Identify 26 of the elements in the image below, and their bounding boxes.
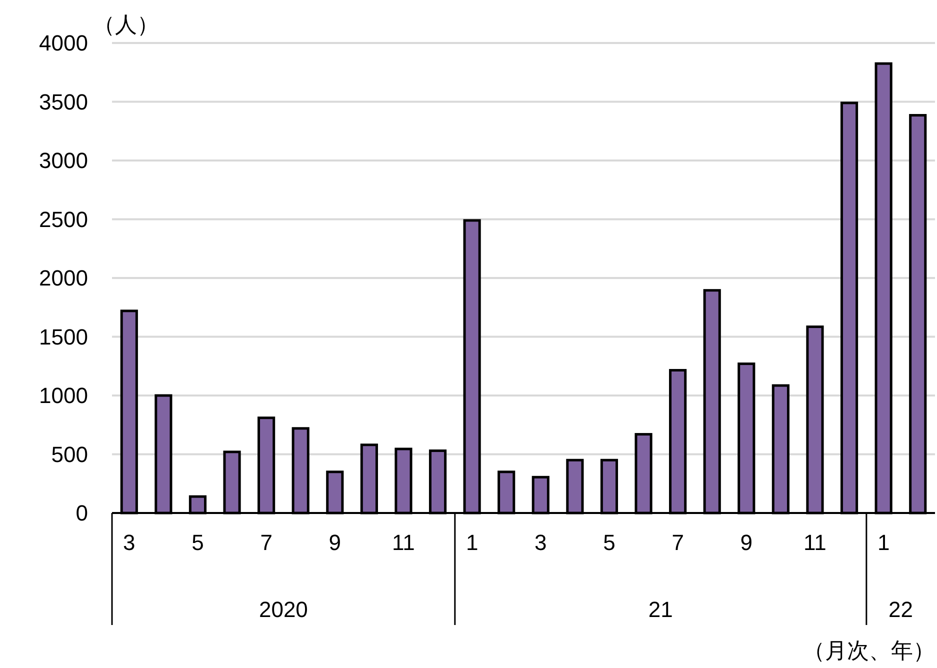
x-tick-label: 5	[603, 530, 616, 555]
y-tick-label: 4000	[39, 30, 88, 56]
x-tick-label: 5	[192, 530, 204, 555]
y-tick-label: 3000	[39, 148, 88, 174]
y-tick-label: 3500	[39, 89, 88, 114]
x-tick-label: 3	[123, 530, 136, 555]
y-tick-label: 1500	[39, 324, 88, 350]
x-tick-label: 7	[672, 530, 684, 555]
text: 22	[888, 597, 913, 622]
x-axis-title: （月次、年）	[803, 638, 935, 663]
y-tick-label: 0	[76, 500, 88, 526]
text: 21	[648, 597, 673, 622]
text: 2020	[258, 597, 308, 622]
x-tick-label: 1	[466, 530, 478, 555]
y-tick-label: 2000	[39, 266, 88, 291]
x-tick-label: 3	[534, 530, 547, 555]
x-tick-label: 9	[740, 530, 753, 555]
y-axis-title: （人）	[93, 12, 159, 37]
x-tick-label: 9	[328, 530, 342, 555]
x-tick-label: 11	[392, 530, 415, 555]
y-tick-label: 500	[51, 442, 88, 467]
y-tick-label: 1000	[39, 383, 88, 408]
x-tick-label: 7	[260, 530, 272, 555]
x-tick-label: 11	[804, 530, 826, 555]
x-tick-label: 1	[877, 530, 890, 555]
y-tick-label: 2500	[39, 206, 88, 232]
